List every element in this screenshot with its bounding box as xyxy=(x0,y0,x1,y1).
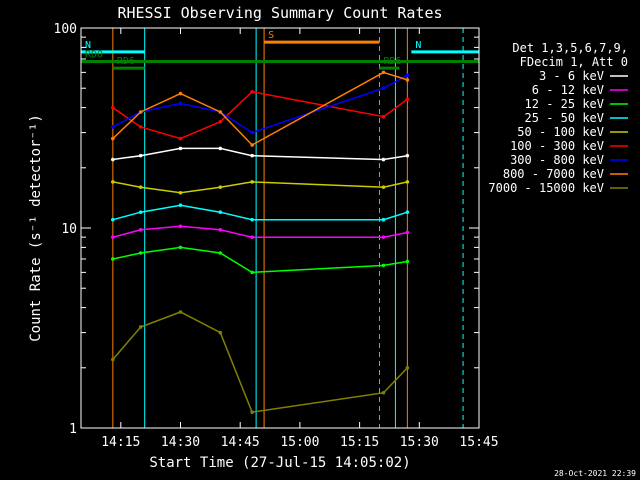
chart-title: RHESSI Observing Summary Count Rates xyxy=(117,4,442,22)
legend: Det 1,3,5,6,7,9, FDecim 1, Att 0 3 - 6 k… xyxy=(488,41,628,195)
legend-label-2: 12 - 25 keV xyxy=(525,97,604,111)
series-4-point-5 xyxy=(381,185,386,189)
series-8-point-5 xyxy=(381,390,386,395)
series-8-point-2 xyxy=(178,310,183,314)
series-4-point-4 xyxy=(250,180,254,184)
flag-label-5: RD6 xyxy=(384,56,402,67)
generated-timestamp: 28-Oct-2021 22:39 xyxy=(554,469,636,478)
series-7-point-4 xyxy=(250,143,254,147)
legend-label-4: 50 - 100 keV xyxy=(517,125,604,139)
series-7-point-5 xyxy=(381,70,386,75)
series-6-point-4 xyxy=(250,130,254,135)
series-0-point-1 xyxy=(138,153,143,158)
x-tick-label-5: 15:30 xyxy=(400,435,439,450)
x-tick-label-0: 14:15 xyxy=(101,435,140,450)
x-tick-label-2: 14:45 xyxy=(221,435,260,450)
flag-label-4: RD6 xyxy=(117,56,135,67)
series-6-point-5 xyxy=(381,86,386,91)
series-4-point-0 xyxy=(111,180,115,184)
series-1-point-3 xyxy=(218,227,223,232)
series-8-point-6 xyxy=(405,365,410,370)
series-3-point-6 xyxy=(405,210,410,214)
series-3-point-0 xyxy=(111,217,115,222)
legend-header-line-2: FDecim 1, Att 0 xyxy=(520,55,628,69)
legend-label-6: 300 - 800 keV xyxy=(510,153,604,167)
series-5-point-1 xyxy=(138,125,143,129)
series-8-point-0 xyxy=(111,357,115,362)
flag-label-2: N xyxy=(415,40,421,51)
legend-label-3: 25 - 50 keV xyxy=(525,111,604,125)
series-0-point-4 xyxy=(250,153,254,158)
x-tick-label-6: 15:45 xyxy=(459,435,498,450)
series-2-point-0 xyxy=(111,257,115,261)
series-4-point-1 xyxy=(138,185,143,189)
series-2-point-6 xyxy=(405,259,410,264)
series-5-point-5 xyxy=(381,114,386,119)
series-4-point-6 xyxy=(405,180,410,184)
series-1-point-6 xyxy=(405,230,410,235)
series-7-point-2 xyxy=(178,91,183,96)
series-7-point-1 xyxy=(138,110,143,114)
x-tick-label-1: 14:30 xyxy=(161,435,200,450)
series-0-point-2 xyxy=(178,146,183,151)
series-1-point-0 xyxy=(111,235,115,239)
series-4-point-3 xyxy=(218,185,223,189)
series-0-point-6 xyxy=(405,153,410,158)
series-4-point-2 xyxy=(178,190,183,195)
series-2-point-3 xyxy=(218,251,223,255)
series-8-point-4 xyxy=(250,410,254,414)
y-axis-ticks: 1 10 100 xyxy=(54,22,479,437)
flag-label-1: N xyxy=(85,40,91,51)
series-0-point-3 xyxy=(218,146,223,151)
legend-header-line-1: Det 1,3,5,6,7,9, xyxy=(512,41,628,55)
series-2-point-5 xyxy=(381,263,386,268)
series-5-point-2 xyxy=(178,136,183,141)
series-1-point-2 xyxy=(178,224,183,229)
series-7-point-6 xyxy=(405,78,410,82)
series-3-point-4 xyxy=(250,217,254,222)
series-3-point-2 xyxy=(178,203,183,208)
series-1-point-5 xyxy=(381,235,386,239)
series-2-point-2 xyxy=(178,245,183,250)
y-tick-label-0: 1 xyxy=(69,422,77,437)
series-1-point-4 xyxy=(250,235,254,239)
flag-label-3: RD0 xyxy=(85,49,103,60)
series-5-point-0 xyxy=(111,105,115,110)
series-2-point-1 xyxy=(138,251,143,255)
x-tick-label-3: 15:00 xyxy=(280,435,319,450)
series-7-point-3 xyxy=(218,110,223,114)
x-tick-label-4: 15:15 xyxy=(340,435,379,450)
series-5-point-4 xyxy=(250,89,254,94)
legend-label-5: 100 - 300 keV xyxy=(510,139,604,153)
series-5-point-6 xyxy=(405,97,410,102)
y-tick-label-1: 10 xyxy=(61,222,77,237)
series-3-point-3 xyxy=(218,210,223,214)
series-6-point-0 xyxy=(111,125,115,129)
series-6-point-2 xyxy=(178,101,183,106)
flag-label-0: S xyxy=(268,30,274,41)
series-0-point-5 xyxy=(381,157,386,162)
legend-label-0: 3 - 6 keV xyxy=(539,69,604,83)
series-7-point-0 xyxy=(111,136,115,141)
legend-label-1: 6 - 12 keV xyxy=(532,83,604,97)
series-3-point-1 xyxy=(138,210,143,214)
series-6-point-6 xyxy=(405,73,410,78)
y-axis-label: Count Rate (s⁻¹ detector⁻¹) xyxy=(28,114,44,342)
series-8-point-1 xyxy=(138,325,143,329)
series-3-point-5 xyxy=(381,217,386,222)
legend-label-8: 7000 - 15000 keV xyxy=(488,181,604,195)
series-8-point-3 xyxy=(218,330,223,335)
legend-label-7: 800 - 7000 keV xyxy=(503,167,604,181)
series-0-point-0 xyxy=(111,157,115,162)
series-5-point-3 xyxy=(218,119,223,124)
series-2-point-4 xyxy=(250,270,254,275)
x-axis-ticks: 14:15 14:30 14:45 15:00 15:15 15:30 15:45 xyxy=(101,28,499,450)
series-1-point-1 xyxy=(138,227,143,232)
y-tick-label-2: 100 xyxy=(54,22,77,37)
x-axis-label: Start Time (27-Jul-15 14:05:02) xyxy=(149,455,410,471)
